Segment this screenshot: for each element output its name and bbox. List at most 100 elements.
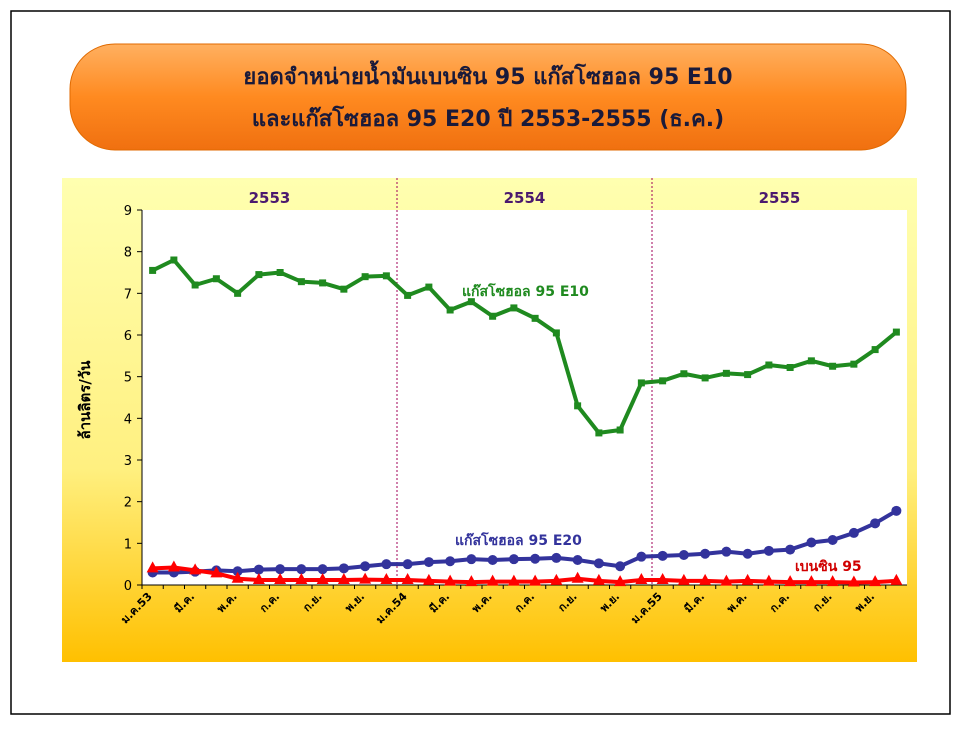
marker — [445, 556, 456, 567]
marker — [232, 566, 243, 577]
marker — [510, 304, 518, 312]
marker — [253, 564, 264, 575]
marker — [319, 279, 327, 287]
marker — [659, 377, 667, 385]
marker — [425, 283, 433, 291]
marker — [827, 535, 838, 545]
marker — [850, 360, 858, 368]
marker — [784, 575, 797, 587]
y-tick-label: 5 — [124, 371, 132, 386]
y-tick-label: 1 — [124, 537, 132, 552]
title-box — [69, 43, 907, 151]
marker — [678, 550, 689, 560]
y-axis-label: ล้านลิตร/วัน — [76, 360, 94, 440]
marker — [337, 573, 350, 584]
marker — [255, 271, 263, 279]
marker — [446, 306, 454, 314]
marker — [847, 575, 860, 587]
marker — [595, 429, 603, 437]
marker — [765, 361, 773, 369]
marker — [274, 573, 287, 584]
marker — [212, 275, 220, 283]
marker — [762, 574, 775, 586]
marker — [402, 559, 413, 570]
marker — [892, 328, 900, 336]
marker — [677, 573, 690, 585]
marker — [382, 272, 390, 280]
series-line — [151, 258, 898, 435]
marker — [489, 312, 497, 320]
marker — [871, 346, 879, 354]
marker — [508, 554, 519, 565]
marker — [574, 402, 582, 410]
marker — [297, 278, 305, 286]
marker — [635, 573, 648, 584]
marker — [423, 557, 434, 568]
marker — [487, 555, 498, 565]
y-tick-label: 7 — [124, 287, 132, 302]
y-tick-label: 9 — [124, 204, 132, 219]
marker — [191, 281, 199, 289]
marker — [869, 575, 882, 587]
marker — [401, 573, 414, 584]
marker — [361, 273, 369, 281]
marker — [807, 357, 815, 365]
marker — [507, 574, 520, 586]
marker — [467, 298, 475, 306]
marker — [806, 537, 817, 548]
marker — [149, 266, 157, 274]
marker — [340, 285, 348, 293]
chart-title: และแก๊สโซฮอล 95 E20 ปี 2553-2555 (ธ.ค.) — [252, 105, 724, 132]
marker — [720, 574, 733, 586]
marker — [637, 379, 645, 387]
y-tick-label: 0 — [124, 579, 132, 594]
marker — [530, 553, 541, 564]
marker — [146, 561, 159, 573]
marker — [891, 505, 902, 516]
marker — [656, 573, 669, 584]
marker — [701, 374, 709, 382]
year-label: 2554 — [504, 189, 546, 207]
series-label: แก๊สโซฮอล 95 E10 — [462, 282, 589, 300]
marker — [316, 573, 329, 584]
marker — [529, 574, 542, 586]
marker — [234, 289, 242, 297]
marker — [592, 573, 605, 585]
marker — [252, 573, 265, 584]
marker — [486, 574, 499, 586]
marker — [636, 551, 647, 562]
marker — [700, 548, 711, 559]
frame — [10, 10, 951, 715]
chart-title: ยอดจำหน่ายน้ำมันเบนซิน 95 แก๊สโซฮอล 95 E… — [243, 60, 732, 90]
marker — [170, 256, 178, 264]
marker — [360, 561, 371, 572]
marker — [295, 573, 308, 584]
marker — [572, 555, 583, 565]
marker — [189, 563, 202, 575]
marker — [616, 426, 624, 434]
marker — [317, 564, 328, 575]
marker — [167, 560, 180, 572]
marker — [531, 314, 539, 322]
year-label: 2555 — [759, 189, 801, 207]
marker — [829, 362, 837, 370]
marker — [699, 573, 712, 585]
series-label: แก๊สโซฮอล 95 E20 — [455, 531, 582, 549]
marker — [785, 544, 796, 555]
marker — [848, 527, 859, 538]
marker — [744, 371, 752, 379]
marker — [870, 518, 881, 529]
marker — [826, 575, 839, 587]
y-tick-label: 6 — [124, 329, 132, 344]
marker — [657, 550, 668, 561]
marker — [380, 573, 393, 584]
marker — [338, 563, 349, 574]
marker — [465, 575, 478, 587]
marker — [552, 329, 560, 337]
y-tick-label: 4 — [124, 412, 132, 427]
marker — [680, 370, 688, 378]
y-tick-label: 3 — [124, 454, 132, 469]
marker — [296, 564, 307, 575]
marker — [444, 574, 457, 586]
